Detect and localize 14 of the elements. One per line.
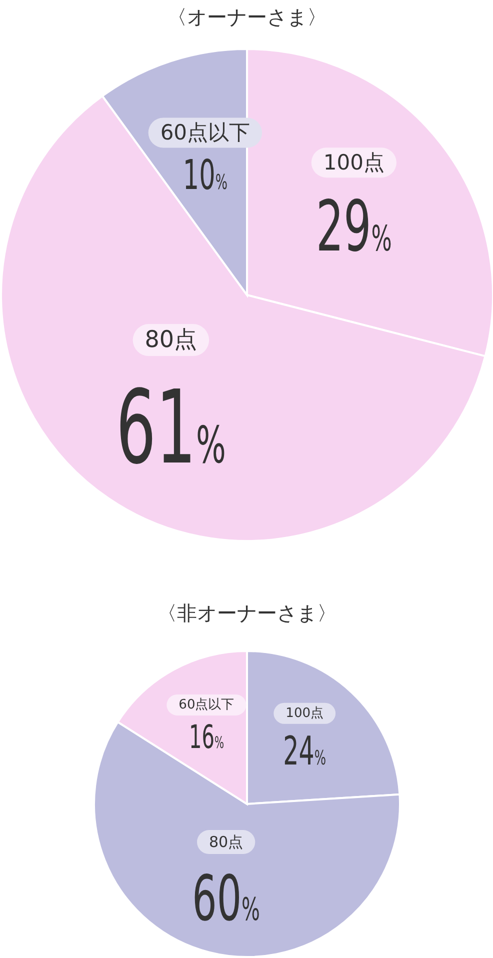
data-label: 61% (116, 368, 226, 487)
slice-label: 100点 (323, 150, 384, 175)
slice-label: 100点 (286, 706, 324, 721)
slice-label: 60点以下 (160, 120, 250, 145)
data-label: 24% (283, 727, 326, 774)
chart-title: 〈非オーナーさま〉 (157, 601, 337, 625)
data-label: 60% (192, 863, 260, 936)
data-label: 29% (316, 186, 392, 268)
slice-label: 80点 (208, 833, 244, 852)
slice-label: 60点以下 (178, 697, 234, 712)
data-label: 10% (182, 152, 228, 200)
chart-title: 〈オーナーさま〉 (167, 5, 327, 29)
slice-label: 80点 (144, 327, 198, 354)
data-label: 16% (188, 719, 224, 756)
